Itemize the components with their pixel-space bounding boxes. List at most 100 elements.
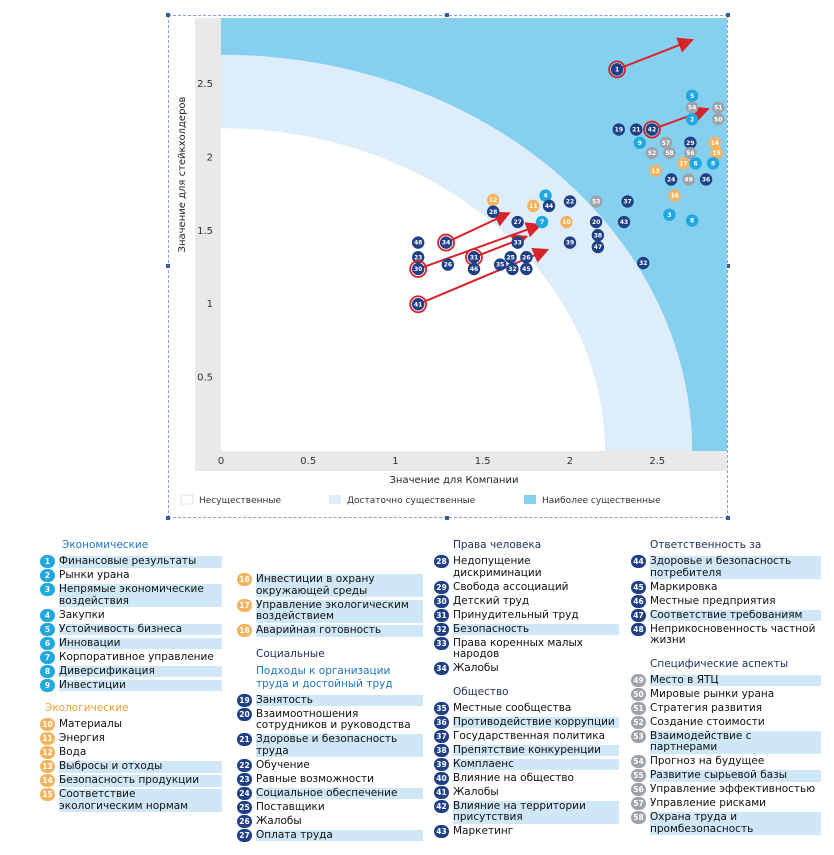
data-point-label: 23	[414, 254, 422, 261]
legend-item-number: 37	[434, 729, 449, 743]
legend-item-number: 52	[631, 715, 646, 729]
legend-item-number: 1	[40, 555, 55, 568]
legend-item: 1 Финансовые результаты	[40, 555, 222, 568]
legend-item-label: Соответствие требованиям	[650, 609, 821, 621]
data-point	[467, 262, 481, 276]
legend-item: 16 Инвестиции в охрану окружающей среды	[237, 573, 423, 597]
data-point-label: 12	[489, 197, 497, 204]
legend-column: Экономические 1 Финансовые результаты 2 Рынк…	[40, 538, 222, 822]
data-point	[710, 146, 723, 160]
legend-column: Права человека 28 Недопущение дискриминаци…	[434, 538, 619, 848]
data-point-label: 25	[506, 254, 514, 261]
zones	[221, 18, 727, 451]
legend-item-label: Влияние на общество	[453, 771, 574, 784]
resize-handle[interactable]	[166, 13, 170, 17]
legend-item-label: Место в ЯТЦ	[650, 674, 821, 686]
data-point	[589, 215, 603, 229]
legend-item-label: Государственная политика	[453, 729, 606, 742]
x-tick-label: 0.5	[300, 456, 316, 467]
legend-item-number: 6	[40, 636, 55, 650]
data-point-label: 43	[620, 219, 628, 226]
legend-item: 58 Охрана труда и промбезопасность	[631, 811, 821, 835]
legend-item-label: Развитие сырьевой базы	[650, 769, 821, 782]
legend-item-label: Охрана труда и промбезопасность	[650, 811, 821, 835]
data-point	[706, 157, 720, 170]
legend-item: 17 Управление экологическим воздействием	[237, 598, 423, 623]
legend-group-title: Общество	[453, 685, 509, 698]
legend-item-number: 9	[40, 678, 55, 692]
legend-item-number: 46	[631, 594, 646, 608]
legend-item: 4 Закупки	[40, 608, 222, 622]
resize-handle[interactable]	[166, 516, 170, 520]
legend-group-title: Права человека	[453, 539, 542, 551]
data-point	[621, 195, 634, 208]
x-tick-label: 1.5	[475, 456, 491, 467]
legend-item-number: 36	[434, 715, 449, 729]
resize-handle[interactable]	[445, 516, 449, 520]
legend-item-number: 11	[40, 732, 55, 745]
legend-item-label: Обучение	[256, 758, 310, 771]
data-point-label: 20	[592, 219, 600, 226]
legend-swatch	[524, 495, 536, 504]
data-point	[664, 173, 678, 186]
legend-item-label: Влияние на территории присутствия	[453, 800, 619, 824]
data-point	[520, 251, 533, 264]
resize-handle[interactable]	[726, 264, 730, 268]
data-point-label: 21	[632, 127, 640, 134]
data-point	[467, 251, 481, 264]
data-point-label: 57	[662, 140, 670, 147]
legend-item: 44 Здоровье и безопасность потребителя	[631, 555, 821, 579]
legend-item-number: 25	[237, 800, 252, 814]
legend-label: Достаточно существенные	[347, 496, 476, 506]
legend-item-label: Здоровье и безопасность труда	[256, 733, 423, 757]
legend-item: 36 Противодействие коррупции	[434, 715, 619, 729]
legend-label: Наиболее существенные	[542, 496, 661, 506]
data-point-label: 37	[623, 199, 631, 206]
legend-item: 51 Стратегия развития	[631, 701, 821, 715]
data-point	[535, 215, 549, 229]
legend-item: 55 Развитие сырьевой базы	[631, 769, 821, 782]
legend-item-number: 47	[631, 608, 646, 622]
legend-item-label: Непрямые экономические воздействия	[59, 583, 222, 607]
legend-item-label: Управление эффективностью	[650, 783, 816, 795]
legend-item-label: Местные предприятия	[650, 594, 776, 607]
data-point	[441, 258, 455, 271]
data-point	[591, 229, 605, 242]
data-point-label: 28	[489, 209, 497, 216]
legend-item: 46 Местные предприятия	[631, 594, 821, 608]
legend-item-label: Безопасность	[453, 623, 619, 635]
legend-item-label: Жалобы	[453, 662, 499, 674]
data-point	[511, 215, 524, 229]
legend-item-number: 22	[237, 758, 252, 772]
legend-item: 34 Жалобы	[434, 662, 619, 675]
legend-item-label: Поставщики	[256, 800, 325, 813]
resize-handle[interactable]	[726, 13, 730, 17]
legend-item-label: Безопасность продукции	[59, 774, 222, 787]
legend-item-number: 50	[631, 687, 646, 701]
resize-handle[interactable]	[166, 264, 170, 268]
resize-handle[interactable]	[726, 516, 730, 520]
legend-item: 33 Права коренных малых народов	[434, 636, 619, 661]
legend-item: 6 Инновации	[40, 636, 222, 650]
data-point-label: 58	[665, 150, 673, 157]
legend-item: 9 Инвестиции	[40, 678, 222, 692]
legend-group: Экологические 10 Материалы 11 Энергия 12 Вода 1…	[40, 701, 222, 812]
data-point	[542, 199, 556, 213]
legend-group-title: Специфические аспекты	[650, 657, 789, 670]
resize-handle[interactable]	[445, 13, 449, 17]
legend-item: 50 Мировые рынки урана	[631, 687, 821, 701]
legend-item-label: Маркировка	[650, 580, 718, 593]
legend-item-number: 17	[237, 598, 252, 612]
data-point-label: 24	[667, 177, 675, 184]
legend-item-number: 15	[40, 788, 55, 801]
legend-item: 2 Рынки урана	[40, 569, 222, 582]
legend-item: 30 Детский труд	[434, 594, 619, 608]
data-point	[563, 195, 577, 208]
legend-group: Права человека 28 Недопущение дискриминаци…	[434, 538, 619, 675]
legend-item-number: 26	[237, 814, 252, 828]
data-point-label: 48	[414, 240, 422, 247]
legend-item-number: 8	[40, 664, 55, 678]
data-point	[591, 240, 605, 254]
data-point	[439, 236, 453, 249]
data-point-label: 36	[702, 177, 710, 184]
